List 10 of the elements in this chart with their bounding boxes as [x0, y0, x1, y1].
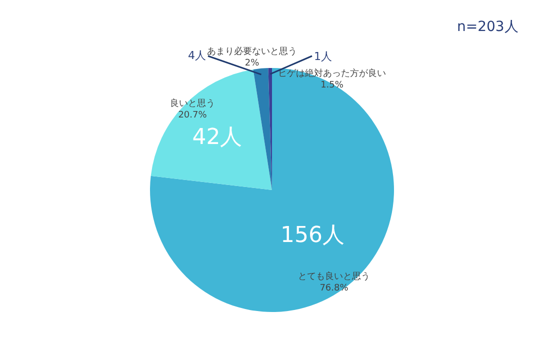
pie-slice [150, 68, 394, 312]
data-label: 156人 [280, 223, 345, 248]
text: n=203人 [457, 19, 518, 35]
pie-slice [253, 68, 272, 190]
slice-label: あまり必要ないと思う 2% [207, 46, 297, 69]
data-label: 1人 [314, 50, 332, 63]
slice-label: 良いと思う 20.7% [170, 98, 215, 121]
data-label: 42人 [192, 124, 242, 150]
data-label: 4人 [188, 49, 206, 62]
pie-slice [150, 69, 272, 190]
